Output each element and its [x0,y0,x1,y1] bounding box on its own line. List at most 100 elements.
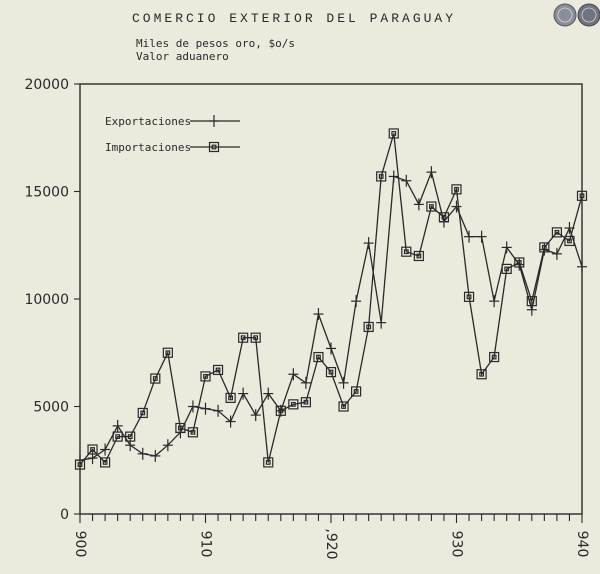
point-exportaciones [577,260,587,273]
series-exportaciones [75,166,587,467]
point-importaciones [175,422,186,434]
series-importaciones [74,128,588,470]
point-importaciones [288,399,299,410]
x-tick-label: ,920 [323,528,339,559]
point-importaciones [150,373,161,384]
y-tick-label: 5000 [33,400,69,416]
point-importaciones [250,332,261,343]
point-importaciones [564,235,575,247]
point-importaciones [325,367,337,378]
point-importaciones [526,296,537,307]
y-tick-label: 15000 [24,185,69,201]
point-exportaciones [250,409,261,422]
point-importaciones [225,392,236,403]
point-importaciones [200,371,211,382]
seal-icon [553,3,577,27]
legend-marker-importaciones [208,141,220,153]
point-exportaciones [300,376,311,389]
point-exportaciones [426,166,437,179]
point-importaciones [476,369,487,380]
point-importaciones [338,401,349,412]
point-exportaciones [100,443,111,456]
point-importaciones [551,227,563,238]
series-layer [74,128,588,470]
point-importaciones [263,457,274,468]
point-exportaciones [489,295,500,308]
point-exportaciones [213,404,224,417]
x-tick-label: 940 [574,531,590,558]
point-importaciones [438,212,450,223]
x-tick-label: 900 [72,531,88,558]
point-importaciones [125,431,136,442]
point-importaciones [489,351,500,363]
point-exportaciones [464,230,475,243]
point-exportaciones [162,439,173,452]
point-importaciones [501,263,512,274]
point-exportaciones [288,368,299,381]
point-importaciones [426,201,437,212]
point-importaciones [413,250,424,262]
point-exportaciones [238,387,249,400]
legend-label-exportaciones: Exportaciones [105,115,191,128]
point-exportaciones [225,415,236,428]
point-exportaciones [313,308,324,321]
point-importaciones [463,291,475,302]
point-importaciones [363,321,374,333]
point-exportaciones [150,449,161,462]
point-importaciones [539,242,550,253]
seal-icon [577,3,600,27]
point-importaciones [451,184,462,195]
point-exportaciones [476,230,487,243]
point-importaciones [112,431,123,442]
point-importaciones [351,386,362,397]
point-exportaciones [388,170,399,183]
point-importaciones [300,397,311,408]
point-exportaciones [351,295,362,308]
point-importaciones [212,364,224,376]
point-exportaciones [376,316,387,329]
point-importaciones [74,459,86,470]
point-exportaciones [401,174,412,187]
legend-marker-exportaciones [209,115,219,127]
point-importaciones [162,347,173,358]
point-exportaciones [263,387,274,400]
point-importaciones [576,190,588,201]
point-importaciones [401,246,412,257]
point-importaciones [137,407,148,419]
chart-subtitle-line-1: Miles de pesos oro, $o/s [136,37,295,50]
point-exportaciones [187,400,198,413]
point-importaciones [376,171,387,182]
y-tick-label: 10000 [24,292,69,308]
point-exportaciones [200,402,211,415]
x-tick-label: 910 [198,531,214,558]
point-importaciones [275,405,286,416]
point-importaciones [187,427,199,438]
point-importaciones [514,257,525,268]
point-exportaciones [413,198,424,211]
point-importaciones [99,457,111,468]
chart-subtitle-line-2: Valor aduanero [136,50,229,63]
point-importaciones [87,444,98,455]
y-tick-label: 0 [60,507,69,523]
point-exportaciones [338,376,349,389]
point-importaciones [388,128,399,139]
chart-title: COMERCIO EXTERIOR DEL PARAGUAY [132,11,456,26]
point-exportaciones [112,419,123,432]
legend: Exportaciones Importaciones [105,115,240,154]
point-importaciones [313,351,324,363]
point-exportaciones [451,200,462,213]
y-tick-label: 20000 [24,77,69,93]
point-importaciones [238,332,249,343]
point-exportaciones [137,447,148,460]
point-exportaciones [326,342,336,355]
axis-ticks: 900 910 ,920 930 940 0 5000 10000 15000 20000 [24,77,590,560]
series-line-importaciones [79,133,583,466]
x-tick-label: 930 [449,531,465,558]
point-exportaciones [551,247,562,260]
legend-label-importaciones: Importaciones [105,141,191,154]
point-exportaciones [501,241,512,254]
point-exportaciones [363,237,374,250]
series-line-exportaciones [79,169,583,461]
